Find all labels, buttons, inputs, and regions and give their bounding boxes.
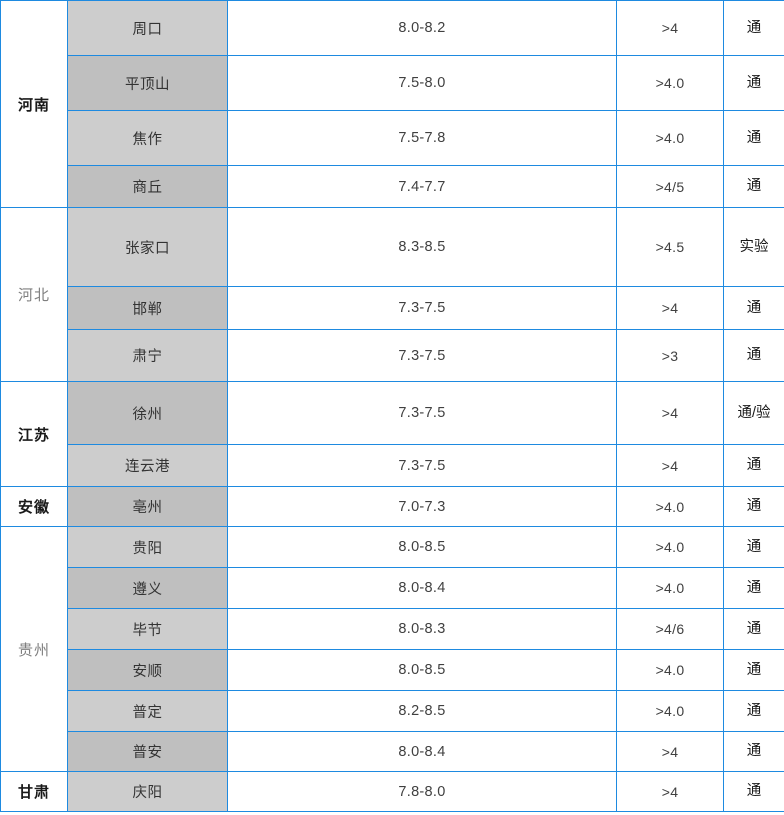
threshold-cell: >4.0 [616,55,724,111]
status-cell: 通 [723,771,784,812]
table-row: 连云港 7.3-7.5 >4 通 [1,444,784,487]
table-row: 贵州 贵阳 8.0-8.5 >4.0 通 [0,526,784,772]
city-cell: 平顶山 [67,55,228,111]
threshold-cell: >4 [616,381,724,445]
province-cell: 河北 [0,207,68,382]
city-cell: 徐州 [67,381,228,445]
table-row: 商丘 7.4-7.7 >4/5 通 [1,165,784,208]
table-row: 河北 张家口 8.3-8.5 >4.5 实验 [0,207,784,382]
city-cell: 亳州 [67,486,228,527]
threshold-cell: >4.0 [616,110,724,166]
status-cell: 通 [723,55,784,111]
province-cell: 河南 [0,0,68,208]
status-cell: 通 [723,486,784,527]
city-cell: 连云港 [67,444,228,487]
threshold-cell: >4 [616,0,724,56]
threshold-cell: >4 [616,731,724,772]
threshold-cell: >4.0 [616,486,724,527]
status-cell: 通 [723,526,784,568]
threshold-cell: >4 [616,444,724,487]
province-cell: 甘肃 [0,771,68,812]
table-row: 遵义 8.0-8.4 >4.0 通 [1,567,784,609]
city-cell: 张家口 [67,207,228,287]
threshold-cell: >4.5 [616,207,724,287]
status-cell: 通 [723,165,784,208]
city-cell: 普安 [67,731,228,772]
value-cell: 8.2-8.5 [227,690,617,732]
city-cell: 遵义 [67,567,228,609]
value-cell: 7.4-7.7 [227,165,617,208]
value-cell: 8.0-8.4 [227,567,617,609]
city-cell: 贵阳 [67,526,228,568]
value-cell: 7.0-7.3 [227,486,617,527]
value-cell: 7.3-7.5 [227,444,617,487]
city-cell: 焦作 [67,110,228,166]
table-row: 普安 8.0-8.4 >4 通 [1,731,784,772]
table-row: 焦作 7.5-7.8 >4.0 通 [1,110,784,166]
status-cell: 通 [723,567,784,609]
province-cell: 江苏 [0,381,68,487]
threshold-cell: >4.0 [616,649,724,691]
threshold-cell: >4.0 [616,526,724,568]
table-row: 安徽 亳州 7.0-7.3 >4.0 通 [0,486,784,527]
threshold-cell: >4 [616,286,724,330]
province-cell: 安徽 [0,486,68,527]
status-cell: 通 [723,731,784,772]
table-row: 安顺 8.0-8.5 >4.0 通 [1,649,784,691]
status-cell: 通 [723,286,784,330]
status-cell: 通 [723,649,784,691]
status-cell: 通 [723,608,784,650]
value-cell: 8.0-8.5 [227,649,617,691]
status-cell: 实验 [723,207,784,287]
city-cell: 肃宁 [67,329,228,382]
value-cell: 8.3-8.5 [227,207,617,287]
threshold-cell: >4.0 [616,690,724,732]
city-cell: 普定 [67,690,228,732]
table-row: 甘肃 庆阳 7.8-8.0 >4 通 [0,771,784,812]
city-cell: 周口 [67,0,228,56]
threshold-cell: >4.0 [616,567,724,609]
city-cell: 庆阳 [67,771,228,812]
table-row: 肃宁 7.3-7.5 >3 通 [1,329,784,382]
threshold-cell: >4 [616,771,724,812]
table-row: 平顶山 7.5-8.0 >4.0 通 [1,55,784,111]
city-cell: 安顺 [67,649,228,691]
threshold-cell: >4/6 [616,608,724,650]
status-cell: 通 [723,0,784,56]
value-cell: 7.3-7.5 [227,286,617,330]
value-cell: 8.0-8.3 [227,608,617,650]
table-row: 邯郸 7.3-7.5 >4 通 [1,286,784,330]
status-cell: 通 [723,329,784,382]
status-cell: 通/验 [723,381,784,445]
table-row: 毕节 8.0-8.3 >4/6 通 [1,608,784,650]
city-cell: 毕节 [67,608,228,650]
value-cell: 8.0-8.4 [227,731,617,772]
value-cell: 7.5-7.8 [227,110,617,166]
value-cell: 7.3-7.5 [227,381,617,445]
table-row: 河南 周口 8.0-8.2 >4 通 [0,0,784,208]
threshold-cell: >4/5 [616,165,724,208]
status-cell: 通 [723,690,784,732]
city-cell: 商丘 [67,165,228,208]
city-cell: 邯郸 [67,286,228,330]
status-cell: 通 [723,110,784,166]
value-cell: 8.0-8.2 [227,0,617,56]
table-row: 普定 8.2-8.5 >4.0 通 [1,690,784,732]
value-cell: 7.5-8.0 [227,55,617,111]
table-row: 江苏 徐州 7.3-7.5 >4 通/验 [0,381,784,487]
value-cell: 7.8-8.0 [227,771,617,812]
status-cell: 通 [723,444,784,487]
threshold-cell: >3 [616,329,724,382]
value-cell: 8.0-8.5 [227,526,617,568]
province-cell: 贵州 [0,526,68,772]
value-cell: 7.3-7.5 [227,329,617,382]
